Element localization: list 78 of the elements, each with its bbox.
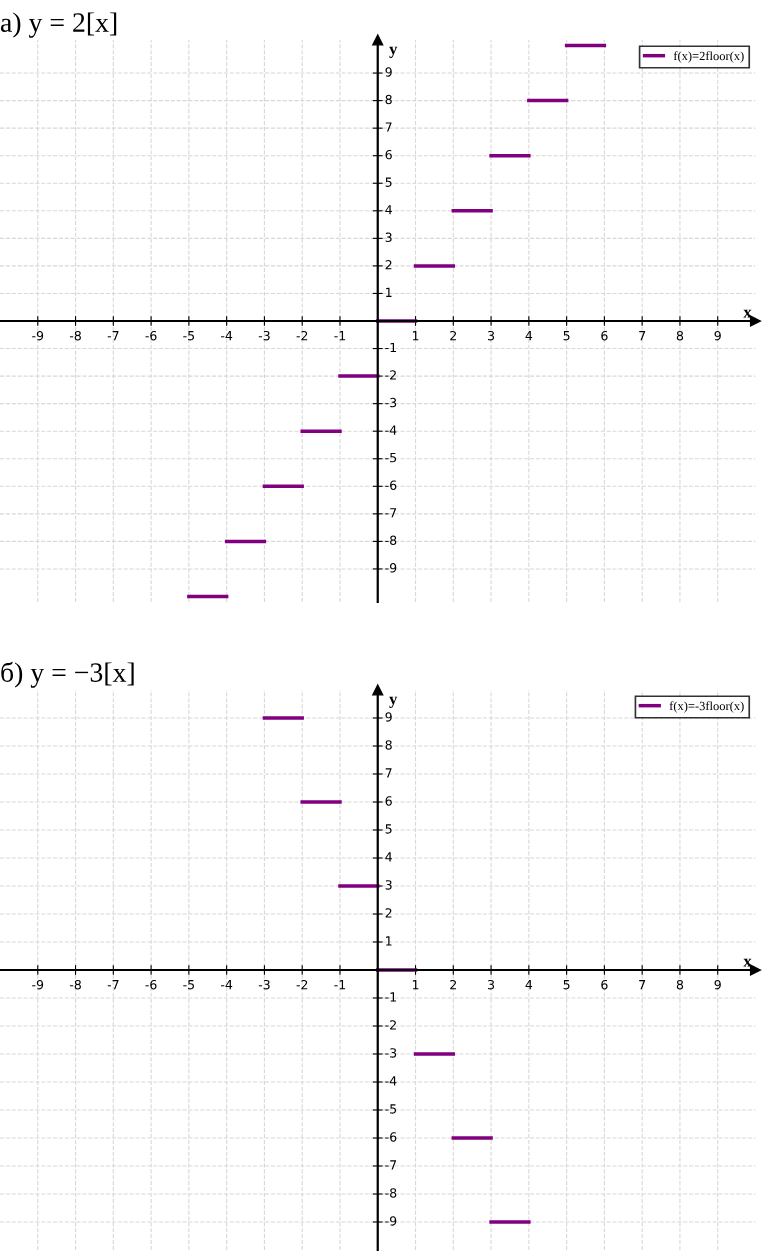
y-tick-label: 3 bbox=[385, 232, 392, 242]
y-tick-label: -8 bbox=[385, 535, 397, 546]
y-tick-label: -7 bbox=[385, 1160, 397, 1170]
y-tick-label: 5 bbox=[385, 177, 392, 187]
x-tick-label: 3 bbox=[488, 330, 495, 341]
y-tick-label: -8 bbox=[385, 1188, 397, 1198]
y-tick-label: -3 bbox=[385, 1048, 397, 1058]
x-tick-label: -4 bbox=[221, 331, 233, 341]
x-tick-label: 8 bbox=[676, 330, 684, 341]
x-tick-label: -5 bbox=[183, 980, 195, 990]
y-tick-label: 1 bbox=[386, 936, 392, 946]
x-tick-label: 4 bbox=[525, 980, 533, 990]
y-tick-label: -3 bbox=[385, 397, 397, 408]
y-tick-label: -1 bbox=[385, 342, 396, 352]
y-tick-label: -7 bbox=[385, 508, 397, 518]
y-tick-label: 6 bbox=[385, 149, 392, 160]
y-axis-title: y bbox=[389, 46, 398, 58]
x-tick-label: -2 bbox=[296, 979, 308, 990]
x-tick-label: -6 bbox=[145, 330, 157, 341]
legend-label: f(x)=-3floor(x) bbox=[669, 701, 744, 713]
x-tick-label: 7 bbox=[639, 331, 646, 341]
y-tick-label: 9 bbox=[385, 67, 392, 77]
y-tick-label: 6 bbox=[385, 796, 392, 806]
y-tick-label: 8 bbox=[385, 94, 392, 105]
y-tick-label: 9 bbox=[385, 712, 392, 722]
x-tick-label: 9 bbox=[714, 330, 721, 341]
x-tick-label: 9 bbox=[714, 979, 721, 990]
x-tick-label: -4 bbox=[221, 980, 233, 990]
y-tick-label: 2 bbox=[385, 260, 392, 270]
x-tick-label: 1 bbox=[412, 980, 419, 990]
x-tick-label: -2 bbox=[296, 330, 308, 341]
y-tick-label: 1 bbox=[386, 287, 392, 297]
y-tick-label: 7 bbox=[385, 122, 392, 132]
legend-label: f(x)=2floor(x) bbox=[673, 51, 744, 63]
y-tick-label: 4 bbox=[385, 205, 392, 215]
y-tick-label: -2 bbox=[385, 1020, 396, 1030]
y-tick-label: -1 bbox=[385, 992, 396, 1002]
chart-title: а) y = 2[x] bbox=[0, 12, 117, 38]
chart-title: б) y = −3[x] bbox=[1, 661, 134, 688]
x-tick-label: 4 bbox=[525, 331, 533, 341]
y-axis-title: y bbox=[389, 696, 398, 708]
x-tick-label: 2 bbox=[450, 979, 457, 990]
y-tick-label: 7 bbox=[385, 768, 392, 778]
x-tick-label: 5 bbox=[563, 980, 570, 990]
x-tick-label: -3 bbox=[258, 979, 270, 990]
x-tick-label: -3 bbox=[258, 330, 270, 341]
y-tick-label: 2 bbox=[385, 908, 392, 918]
y-tick-label: -5 bbox=[385, 1104, 397, 1114]
y-tick-label: 4 bbox=[385, 852, 392, 862]
y-tick-label: -6 bbox=[385, 480, 397, 490]
x-tick-label: 2 bbox=[450, 330, 457, 341]
x-tick-label: 1 bbox=[412, 331, 419, 341]
x-tick-label: -5 bbox=[183, 331, 195, 341]
y-tick-label: 3 bbox=[385, 880, 392, 890]
x-tick-label: -7 bbox=[107, 980, 119, 990]
x-tick-label: 5 bbox=[563, 331, 570, 341]
x-tick-label: -1 bbox=[334, 980, 346, 990]
y-tick-label: -2 bbox=[385, 370, 396, 380]
x-tick-label: 6 bbox=[601, 330, 608, 341]
y-tick-label: -9 bbox=[385, 1216, 397, 1226]
x-tick-label: 3 bbox=[488, 979, 495, 990]
x-tick-label: -9 bbox=[32, 979, 44, 990]
y-tick-label: -5 bbox=[385, 453, 397, 463]
x-tick-label: 8 bbox=[676, 979, 684, 990]
x-tick-label: -1 bbox=[334, 331, 346, 341]
y-tick-label: -9 bbox=[385, 563, 397, 573]
x-tick-label: 6 bbox=[601, 979, 608, 990]
x-tick-label: -8 bbox=[69, 979, 81, 990]
x-tick-label: -7 bbox=[107, 331, 119, 341]
x-tick-label: 7 bbox=[639, 980, 646, 990]
y-tick-label: 5 bbox=[385, 824, 392, 834]
y-tick-label: -4 bbox=[385, 1076, 397, 1086]
y-tick-label: -6 bbox=[385, 1132, 397, 1142]
x-tick-label: -8 bbox=[69, 330, 81, 341]
x-tick-label: -6 bbox=[145, 979, 157, 990]
x-tick-label: -9 bbox=[32, 330, 44, 341]
y-tick-label: 8 bbox=[385, 740, 392, 750]
y-tick-label: -4 bbox=[385, 425, 397, 435]
